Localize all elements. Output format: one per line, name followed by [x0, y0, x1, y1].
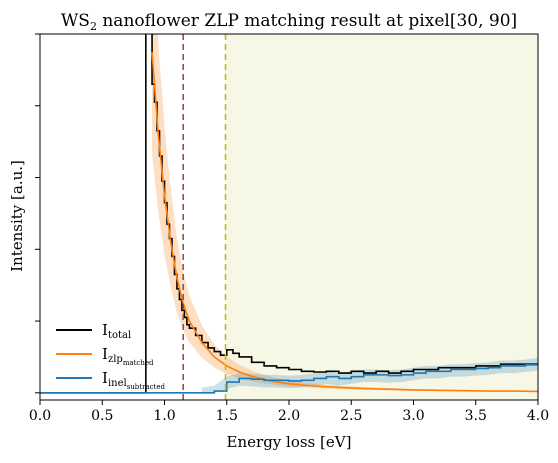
x-tick-label: 0.5 — [91, 408, 113, 424]
shaded-region — [225, 34, 538, 400]
plot-area: 0.0 0.5 1.0 1.5 2.0 2.5 3.0 3.5 4.0 Itotal Izlpmat… — [29, 33, 549, 424]
plot-series-group — [40, 34, 538, 394]
chart-title-rest: nanoflower ZLP matching result at pixel[… — [97, 11, 517, 31]
legend-label-1: Izlpmatched — [102, 345, 154, 367]
x-tick-label: 3.5 — [465, 408, 487, 424]
x-tick-label: 4.0 — [527, 408, 549, 424]
legend-label-2: Iinelsubtracted — [102, 369, 165, 391]
chart-title-subscript: 2 — [90, 20, 97, 33]
chart-title: WS2 nanoflower ZLP matching result at pi… — [61, 11, 517, 33]
series-line-2 — [40, 363, 538, 394]
x-tick-label: 1.0 — [153, 408, 175, 424]
y-axis-label: Intensity [a.u.] — [8, 160, 26, 272]
x-tick-label: 3.0 — [402, 408, 424, 424]
legend-label-0: Itotal — [102, 321, 131, 341]
x-tick-label: 0.0 — [29, 408, 51, 424]
x-tick-label: 2.5 — [340, 408, 362, 424]
x-axis-label: Energy loss [eV] — [227, 433, 352, 451]
x-tick-label: 2.0 — [278, 408, 300, 424]
x-tick-label: 1.5 — [216, 408, 238, 424]
